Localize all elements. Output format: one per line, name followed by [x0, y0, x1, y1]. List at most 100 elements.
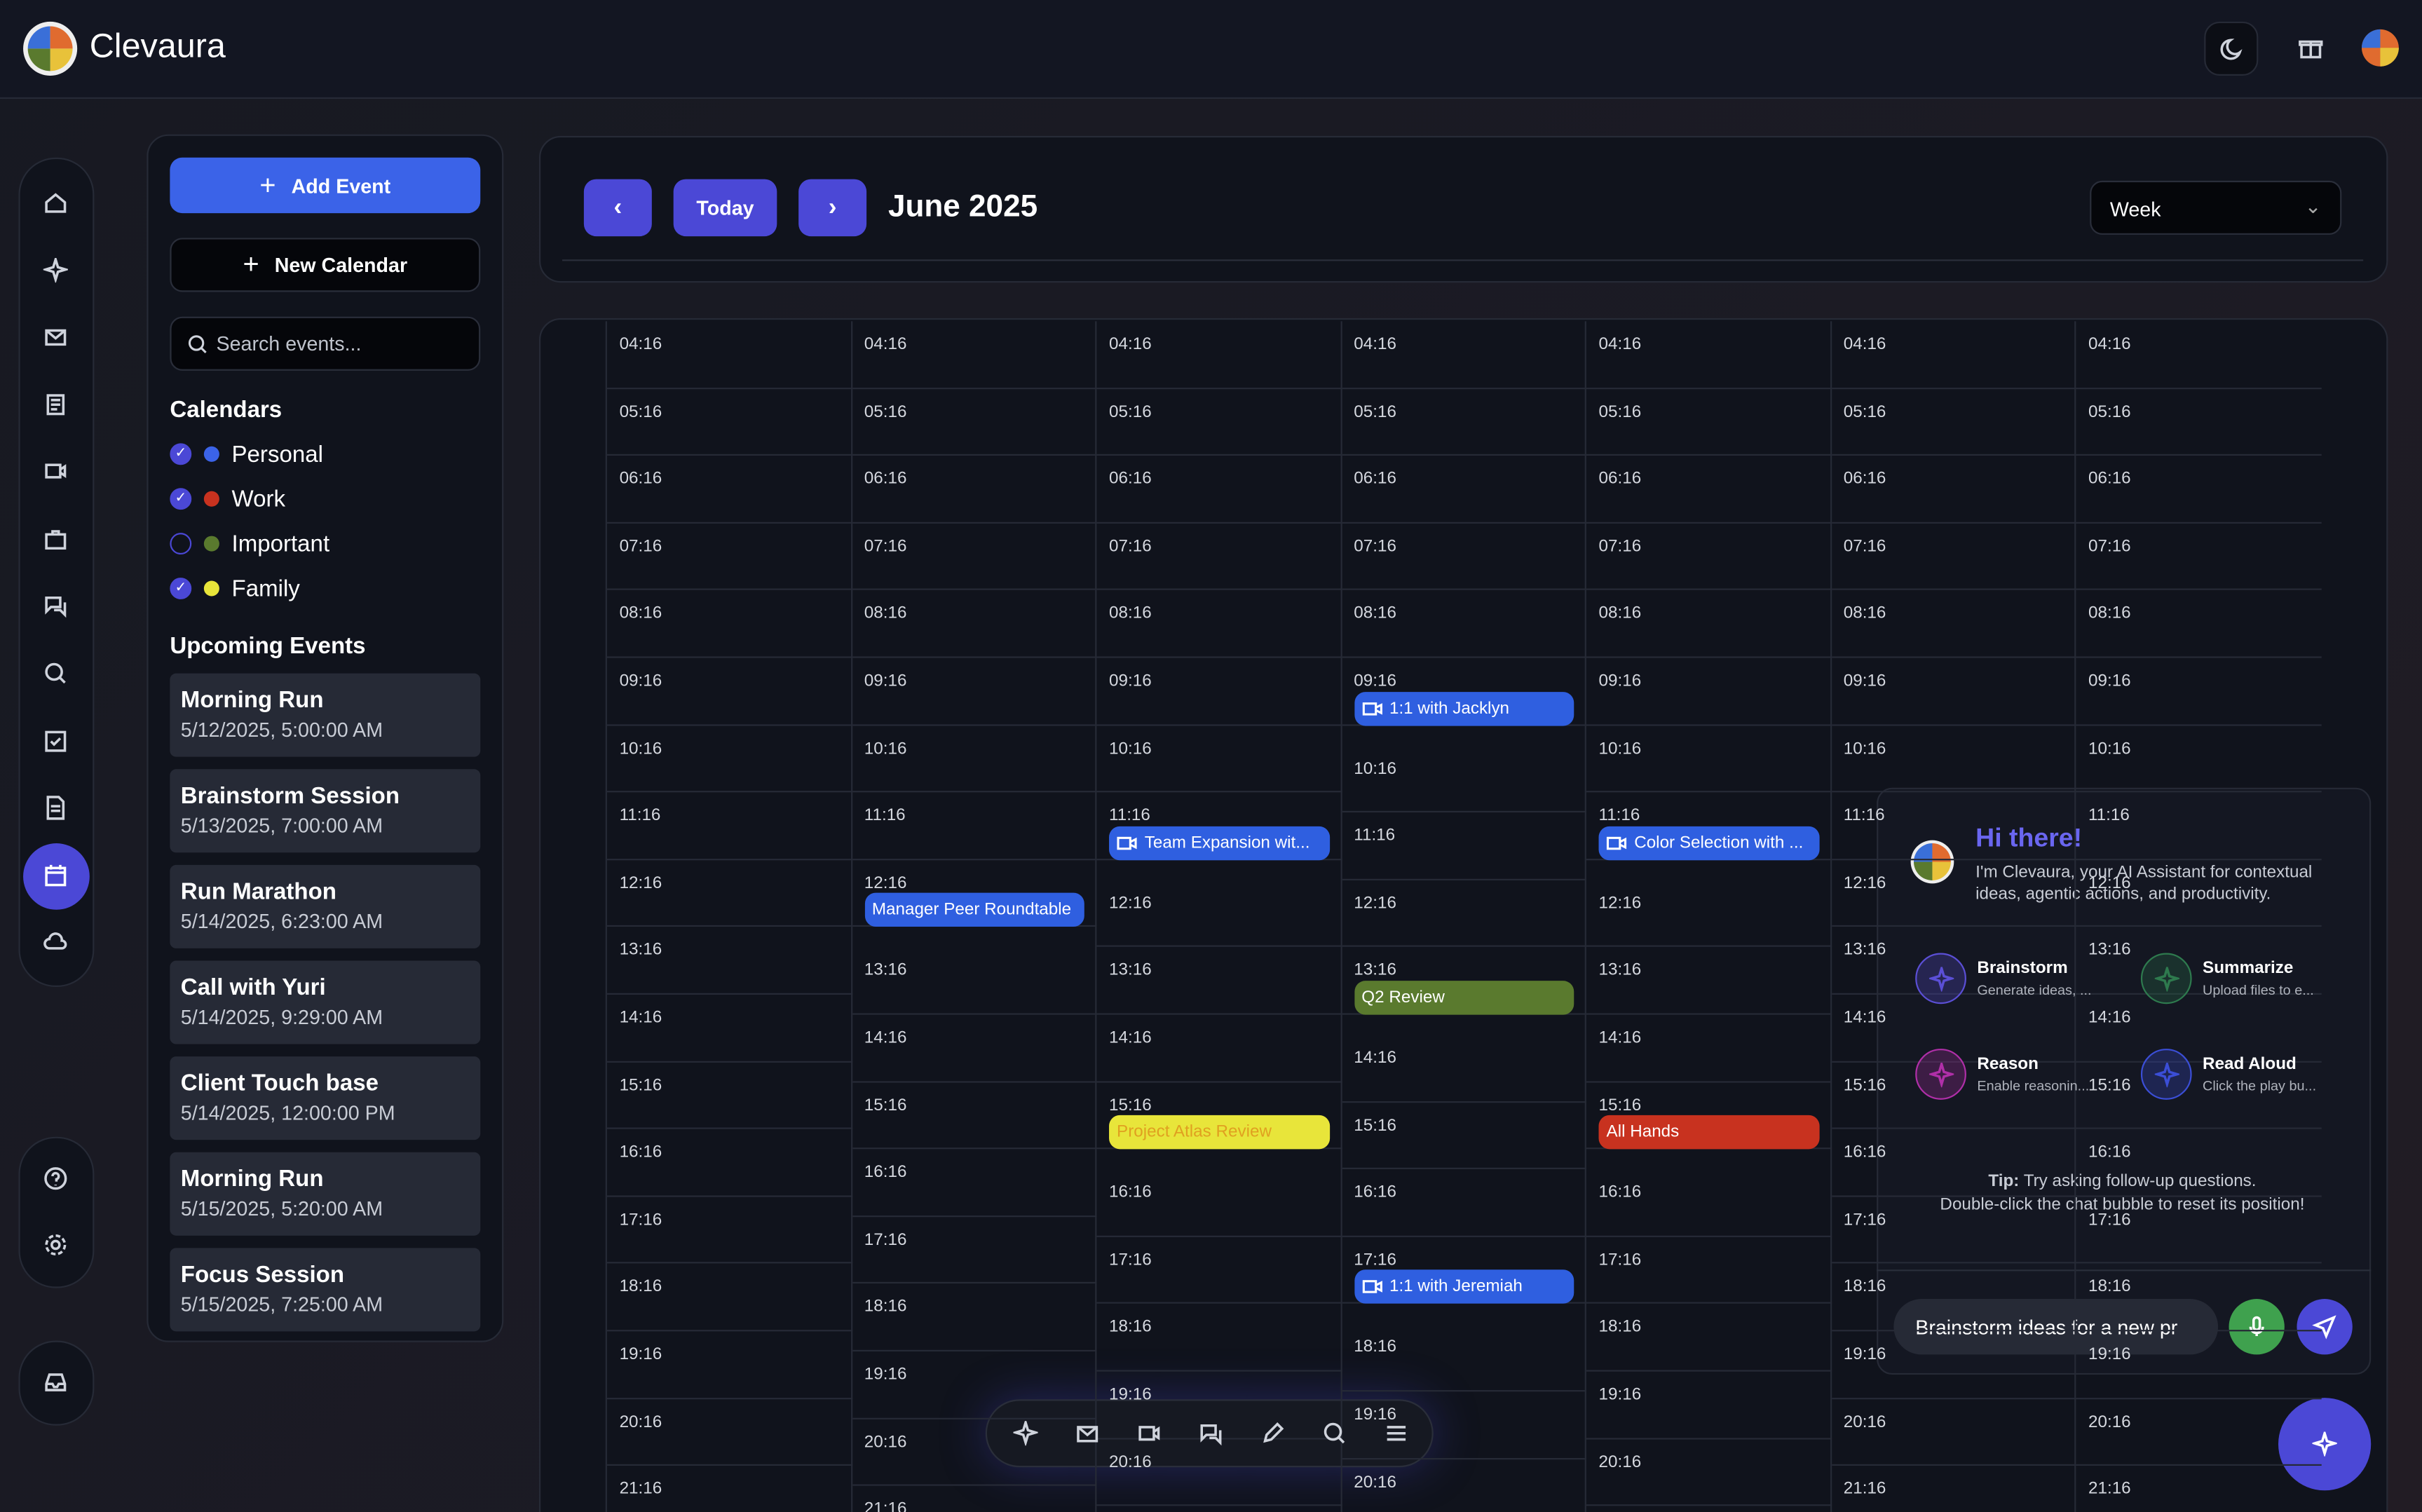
calendar-color [203, 580, 219, 597]
new-calendar-button[interactable]: + New Calendar [170, 238, 481, 292]
nav-icon[interactable] [43, 864, 68, 888]
upcoming-card[interactable]: Brainstorm Session 5/13/2025, 7:00:00 AM [170, 769, 481, 853]
calendar-checkbox[interactable]: ✓ [170, 488, 192, 510]
help-icon[interactable] [43, 1166, 68, 1191]
next-button[interactable]: › [798, 179, 867, 237]
event[interactable]: Color Selection with ... [1598, 826, 1819, 860]
gift-icon[interactable] [2299, 36, 2323, 60]
time-slot: 18:16 [852, 1284, 1097, 1351]
time-slot: 10:16 [1831, 726, 2076, 793]
time-slot: 17:16 [1831, 1197, 2076, 1265]
upcoming-card[interactable]: Morning Run 5/12/2025, 5:00:00 AM [170, 673, 481, 757]
video-icon[interactable] [1606, 832, 1628, 854]
card-icon[interactable] [2140, 1049, 2192, 1100]
time-slot: 04:16 [1831, 321, 2076, 389]
quick-icon[interactable] [1013, 1421, 1038, 1446]
event[interactable]: Q2 Review [1354, 981, 1574, 1015]
nav-icon[interactable] [43, 796, 68, 820]
time-slot: 17:16 [852, 1217, 1097, 1284]
time-slot: 04:16 [2076, 321, 2321, 389]
event[interactable]: 1:1 with Jacklyn [1354, 691, 1574, 726]
quick-icon[interactable] [1075, 1421, 1100, 1445]
quick-icon[interactable] [1199, 1421, 1223, 1446]
nav-active[interactable] [23, 843, 90, 910]
calendar-color [203, 446, 219, 462]
event-title: Call with Yuri [180, 974, 326, 1001]
assistant-fab[interactable] [2278, 1398, 2372, 1491]
search-input[interactable]: Search events... [170, 316, 481, 371]
video-icon[interactable] [1361, 697, 1383, 719]
event[interactable]: All Hands [1598, 1115, 1819, 1150]
view-select[interactable]: Week ⌄ [2090, 180, 2342, 235]
event[interactable]: Project Atlas Review [1109, 1115, 1330, 1150]
calendar-name: Work [231, 486, 286, 513]
time-slot: 13:16 [852, 947, 1097, 1015]
calendar-checkbox[interactable]: ✓ [170, 443, 192, 465]
calendar-checkbox[interactable]: ✓ [170, 578, 192, 599]
upcoming-card[interactable]: Call with Yuri 5/14/2025, 9:29:00 AM [170, 960, 481, 1044]
add-event-button[interactable]: + Add Event [170, 157, 481, 214]
card-title: Brainstorm [1977, 959, 2068, 978]
time-slot: 12:16 [1586, 880, 1832, 948]
card-icon[interactable] [1915, 953, 1966, 1004]
card-icon[interactable] [2140, 953, 2192, 1004]
upcoming-card[interactable]: Morning Run 5/15/2025, 5:20:00 AM [170, 1152, 481, 1236]
quick-icon[interactable] [1137, 1421, 1162, 1445]
time-slot: 10:16 [606, 726, 852, 793]
event-title: Focus Session [180, 1262, 345, 1288]
nav-icon[interactable] [43, 661, 68, 686]
inbox-icon[interactable] [43, 1370, 68, 1394]
time-slot: 08:16 [1096, 591, 1342, 658]
today-button[interactable]: Today [673, 179, 777, 237]
nav-icon[interactable] [43, 257, 68, 283]
time-slot: 15:16 [1341, 1102, 1586, 1170]
event[interactable]: 1:1 with Jeremiah [1354, 1269, 1574, 1305]
day-column: 04:16 05:16 06:16 07:16 08:16 09:16 10:16 11:16… [1829, 321, 2076, 1512]
time-slot: 10:16 [1096, 726, 1342, 793]
event-label: All Hands [1606, 1123, 1680, 1142]
card-glyph[interactable] [1929, 1062, 1954, 1088]
nav-icon[interactable] [43, 593, 68, 618]
time-slot: 20:16 [606, 1398, 852, 1466]
event[interactable]: Manager Peer Roundtable [864, 893, 1084, 927]
nav-icon[interactable] [43, 325, 68, 349]
card-glyph[interactable] [2154, 1062, 2179, 1088]
quick-icon[interactable] [1322, 1421, 1347, 1445]
time-slot: 19:16 [1341, 1391, 1586, 1459]
upcoming-card[interactable]: Client Touch base 5/14/2025, 12:00:00 PM [170, 1056, 481, 1140]
quick-icon[interactable] [1260, 1421, 1285, 1445]
time-slot: 08:16 [2076, 591, 2321, 658]
video-icon[interactable] [1361, 1276, 1383, 1298]
calendar-checkbox[interactable] [170, 533, 192, 555]
time-slot: 21:16 [1096, 1506, 1341, 1512]
card-icon[interactable] [1915, 1049, 1966, 1100]
calendar-name: Personal [231, 442, 323, 468]
time-slot: 16:16 [1341, 1169, 1586, 1237]
nav-icon[interactable] [43, 190, 68, 214]
nav-icon[interactable] [43, 929, 68, 954]
upcoming-card[interactable]: Run Marathon 5/14/2025, 6:23:00 AM [170, 864, 481, 948]
day-column: 04:16 05:16 06:16 07:16 08:16 09:16 10:16 11:16… [850, 321, 1097, 1512]
nav-icon[interactable] [43, 458, 68, 483]
event-time: 5/13/2025, 7:00:00 AM [180, 814, 383, 838]
theme-toggle[interactable] [2204, 21, 2259, 76]
nav-icon[interactable] [43, 729, 68, 754]
upcoming-card[interactable]: Focus Session 5/15/2025, 7:25:00 AM [170, 1248, 481, 1332]
settings-icon[interactable] [43, 1232, 68, 1257]
quick-icon[interactable] [1384, 1421, 1408, 1445]
nav-icon[interactable] [43, 393, 68, 417]
chat-input[interactable]: Brainstorm ideas for a new pr [1893, 1299, 2219, 1355]
event[interactable]: Team Expansion wit... [1109, 826, 1330, 860]
prev-button[interactable]: ‹ [583, 179, 652, 237]
nav-icon[interactable] [43, 526, 68, 551]
send-button[interactable] [2297, 1299, 2353, 1355]
card-glyph[interactable] [1929, 967, 1954, 992]
time-slot: 19:16 [1831, 1331, 2076, 1399]
avatar[interactable] [2360, 28, 2400, 68]
event-slot: Project Atlas Review [1096, 1115, 1341, 1170]
video-icon[interactable] [1117, 832, 1138, 854]
card-title: Read Aloud [2203, 1054, 2297, 1074]
card-glyph[interactable] [2154, 967, 2179, 992]
time-slot: 19:16 [2076, 1331, 2321, 1399]
